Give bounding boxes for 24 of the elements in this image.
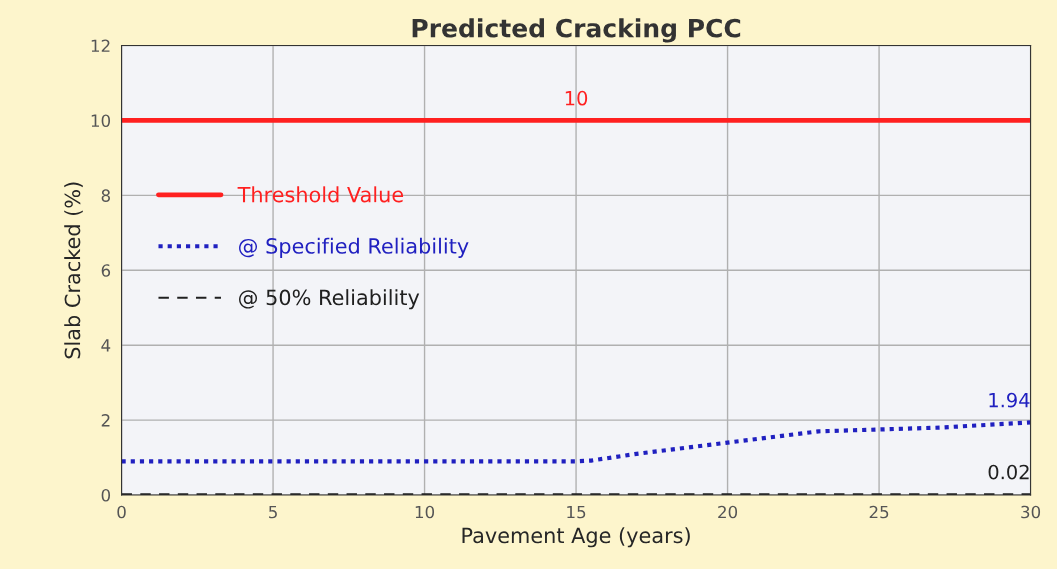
x-tick-label: 5	[269, 505, 277, 519]
x-tick-label: 10	[415, 505, 435, 519]
legend-label: Threshold Value	[237, 186, 404, 203]
y-tick-label: 2	[101, 414, 110, 427]
x-tick-label: 25	[869, 505, 889, 519]
x-tick-label: 20	[718, 505, 738, 519]
data-label: 1.94	[989, 392, 1030, 408]
legend-label: @ Specified Reliability	[239, 237, 469, 258]
data-label: 10	[565, 90, 588, 106]
y-tick-label: 6	[101, 264, 111, 277]
data-label: 0.02	[988, 464, 1029, 480]
x-axis-title: Pavement Age (years)	[462, 527, 690, 548]
x-tick-label: 30	[1021, 505, 1041, 519]
x-tick-label: 0	[117, 505, 126, 519]
y-tick-label: 0	[101, 488, 111, 502]
y-tick-label: 10	[91, 114, 111, 128]
chart-title: Predicted Cracking PCC	[412, 18, 741, 43]
legend-label: @ 50% Reliability	[239, 289, 420, 310]
y-tick-label: 12	[91, 39, 110, 52]
y-axis-title: Slab Cracked (%)	[64, 182, 83, 359]
x-tick-label: 15	[567, 505, 586, 519]
y-tick-label: 8	[101, 189, 110, 202]
line-series	[121, 420, 1031, 464]
y-tick-label: 4	[101, 339, 111, 352]
